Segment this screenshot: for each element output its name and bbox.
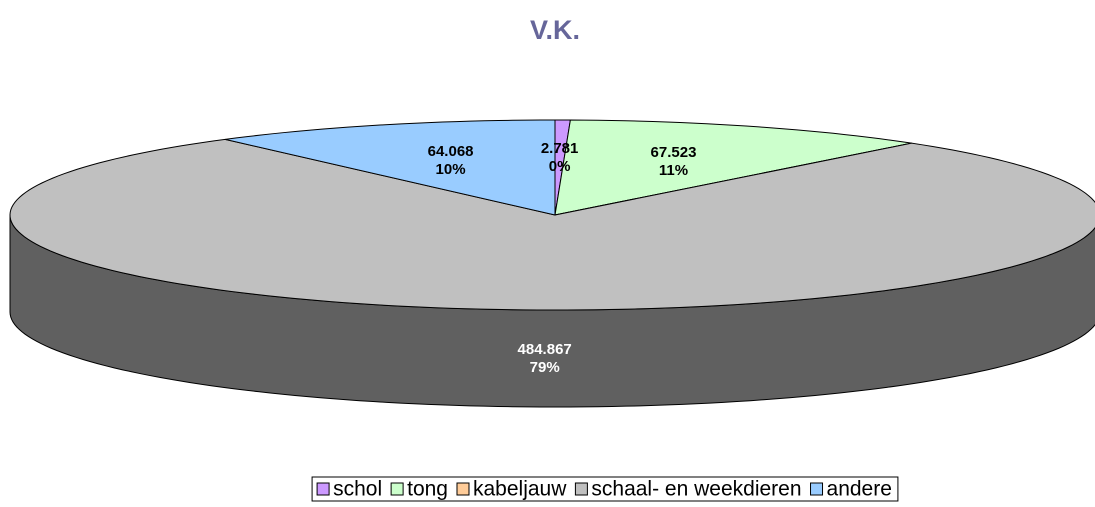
data-label: 64.068: [428, 143, 474, 160]
percent-label: 11%: [659, 162, 688, 179]
chart-title: V.K.: [530, 15, 580, 45]
legend-swatch: [810, 482, 824, 496]
data-label: 67.523: [651, 144, 697, 161]
percent-label: 0%: [549, 158, 571, 175]
legend: schol tong kabeljauw schaal- en weekdieren a…: [311, 476, 899, 502]
percent-label: 10%: [436, 161, 466, 178]
legend-swatch: [574, 482, 588, 496]
pie-slice: [225, 119, 556, 216]
legend-label: kabeljauw: [473, 478, 567, 501]
legend-label: schol: [333, 478, 382, 501]
legend-label: tong: [407, 478, 448, 501]
data-label: 2.781: [541, 140, 579, 157]
pie-slice: [554, 119, 912, 216]
legend-swatch: [316, 482, 330, 496]
data-label: 484.867: [518, 341, 572, 358]
percent-label: 79%: [530, 359, 560, 376]
legend-swatch: [390, 482, 404, 496]
legend-label: schaal- en weekdieren: [591, 478, 801, 501]
pie-slice: [9, 138, 1095, 311]
legend-box: [311, 476, 899, 502]
legend-swatch: [456, 482, 470, 496]
legend-label: andere: [827, 478, 892, 501]
